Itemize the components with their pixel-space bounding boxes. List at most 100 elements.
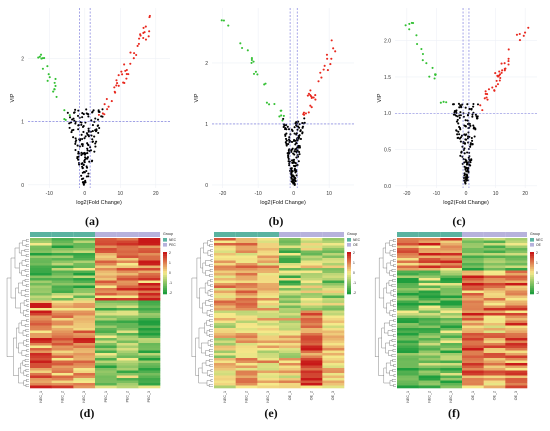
heatmap-cell xyxy=(505,250,528,254)
group-legend-label: NEC xyxy=(536,238,544,242)
group-legend-swatch xyxy=(163,238,167,242)
heatmap-cell xyxy=(418,258,441,261)
up-point xyxy=(110,100,113,103)
dendrogram-branch xyxy=(209,244,213,247)
heatmap-cell xyxy=(51,325,74,329)
heatmap-cell xyxy=(51,240,74,244)
color-scale-segment xyxy=(347,258,351,261)
heatmap-cell xyxy=(279,363,301,366)
heatmap-cell xyxy=(214,365,236,369)
heatmap-cell xyxy=(322,245,345,249)
heatmap-cell xyxy=(505,320,528,324)
heatmap-cell xyxy=(483,338,506,341)
heatmap-cell xyxy=(397,275,419,279)
ns-point xyxy=(470,136,473,140)
heatmap-cell xyxy=(418,270,441,274)
ns-point xyxy=(459,136,462,139)
heatmap-cell xyxy=(440,345,463,349)
heatmap-cell xyxy=(116,300,139,304)
heatmap-cell xyxy=(418,315,441,319)
heatmap-cell xyxy=(116,370,139,374)
heatmap-cell xyxy=(235,283,258,286)
heatmap-cell xyxy=(483,345,506,349)
heatmap-cell xyxy=(116,283,139,286)
heatmap-cell xyxy=(257,345,280,349)
down-point xyxy=(47,73,50,76)
heatmap-cell xyxy=(257,283,280,286)
color-scale-segment xyxy=(347,268,351,272)
y-axis-label: VIP xyxy=(10,93,16,102)
heatmap-cell xyxy=(462,273,484,276)
dendrogram-branch xyxy=(392,369,396,372)
column-label: OE_2 xyxy=(310,391,314,400)
color-scale-segment xyxy=(347,273,351,276)
heatmap-cell xyxy=(95,370,117,374)
dendrogram-branch xyxy=(386,282,391,294)
ns-point xyxy=(85,169,88,173)
heatmap-cell xyxy=(95,328,117,331)
dendrogram-branch xyxy=(387,330,394,336)
heatmap-cell xyxy=(73,325,96,329)
down-point xyxy=(433,77,436,80)
heatmap-cell xyxy=(397,348,419,351)
dendrogram-branch xyxy=(25,259,29,262)
heatmap-cell xyxy=(483,368,506,371)
heatmap-cell xyxy=(300,335,323,339)
heatmap-cell xyxy=(235,335,258,339)
heatmap-cell xyxy=(138,383,161,386)
heatmap-cell xyxy=(440,305,463,309)
heatmap-cell xyxy=(73,295,96,299)
heatmap-cell xyxy=(505,313,528,316)
dendrogram-branch xyxy=(393,304,396,307)
heatmap-cell xyxy=(95,383,117,386)
x-tick-label: 10 xyxy=(326,191,332,197)
heatmap-cell xyxy=(257,363,280,366)
heatmap-cell xyxy=(397,358,419,361)
up-point xyxy=(117,84,120,87)
up-point xyxy=(144,38,148,41)
heatmap-cell xyxy=(214,245,236,249)
heatmap-cell xyxy=(138,268,161,271)
ns-point xyxy=(471,139,474,142)
heatmap-cell xyxy=(30,263,52,266)
dendrogram-branch xyxy=(18,367,24,384)
column-label: NEC_2 xyxy=(245,391,249,403)
heatmap-cell xyxy=(73,375,96,379)
up-point xyxy=(123,63,126,66)
up-point xyxy=(101,112,104,115)
heatmap-cell xyxy=(418,313,441,316)
heatmap-cell xyxy=(257,258,280,261)
heatmap-cell xyxy=(73,263,96,266)
up-point xyxy=(326,57,329,60)
ns-point xyxy=(292,182,295,185)
heatmap-cell xyxy=(116,243,139,246)
heatmap-cell xyxy=(505,258,528,261)
heatmap-cell xyxy=(235,315,258,319)
ns-point xyxy=(92,109,95,112)
ns-point xyxy=(284,134,287,137)
heatmap-cell xyxy=(300,358,323,361)
heatmap-cell xyxy=(214,310,236,314)
heatmap-cell xyxy=(418,303,441,306)
heatmap-cell xyxy=(322,320,345,324)
heatmap-cell xyxy=(300,330,323,334)
heatmap-cell xyxy=(300,363,323,366)
dendrogram-branch xyxy=(389,380,394,386)
heatmap-cell xyxy=(397,268,419,271)
heatmap-panel-f: NEC_1 NEC_2 NEC_3 OE_1 OE_2 OE_3 Group NEC OE 2 1 0… xyxy=(367,228,550,431)
heatmap-cell xyxy=(51,283,74,286)
dendrogram-branch xyxy=(209,314,213,317)
color-scale-segment xyxy=(163,277,167,280)
heatmap-cell xyxy=(279,340,301,344)
heatmap-cell xyxy=(51,320,74,324)
heatmap-cell xyxy=(483,313,506,316)
down-point xyxy=(279,109,282,112)
heatmap-cell xyxy=(300,385,323,389)
heatmap-cell xyxy=(214,298,236,301)
ns-point xyxy=(293,132,296,135)
dendrogram-branch xyxy=(389,340,394,346)
heatmap-cell xyxy=(257,323,280,326)
heatmap-cell xyxy=(214,350,236,354)
heatmap-cell xyxy=(462,283,484,286)
column-label: NEC_2 xyxy=(61,391,65,403)
